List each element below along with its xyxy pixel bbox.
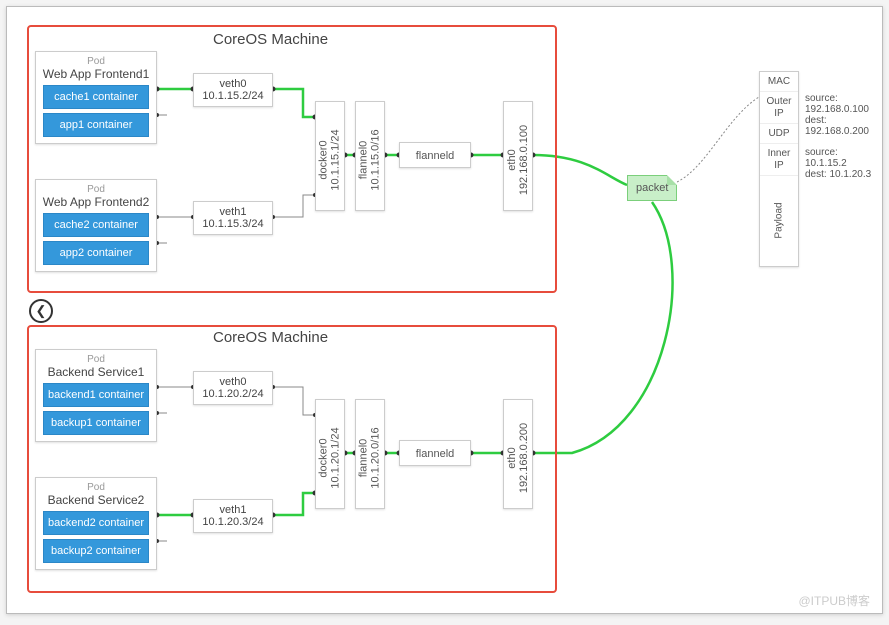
if-name: veth1 <box>194 206 272 218</box>
if-ip: 192.168.0.200 <box>518 423 530 493</box>
machine-2-title: CoreOS Machine <box>213 329 328 346</box>
flanneld-m1: flanneld <box>399 142 471 168</box>
if-ip: 10.1.20.0/16 <box>370 427 382 488</box>
if-ip: 10.1.15.3/24 <box>194 218 272 230</box>
stack-inner-ip: Inner IP <box>760 144 798 176</box>
veth0-m1: veth0 10.1.15.2/24 <box>193 73 273 107</box>
docker0-m2: docker010.1.20.1/24 <box>315 399 345 509</box>
if-name: docker0 <box>318 140 330 179</box>
if-ip: 10.1.15.2/24 <box>194 90 272 102</box>
anno-outer: source: 192.168.0.100 dest: 192.168.0.20… <box>805 93 882 137</box>
veth1-m2: veth1 10.1.20.3/24 <box>193 499 273 533</box>
container-app2: app2 container <box>43 241 149 265</box>
container-backup1: backup1 container <box>43 411 149 435</box>
container-backend2: backend2 container <box>43 511 149 535</box>
if-name: veth0 <box>194 78 272 90</box>
docker0-m1: docker010.1.15.1/24 <box>315 101 345 211</box>
eth0-m2: eth0192.168.0.200 <box>503 399 533 509</box>
packet-stack: MAC Outer IP UDP Inner IP Payload <box>759 71 799 267</box>
flannel0-m2: flannel010.1.20.0/16 <box>355 399 385 509</box>
if-name: flannel0 <box>358 141 370 180</box>
if-ip: 10.1.15.1/24 <box>330 129 342 190</box>
pod-backend1: Pod Backend Service1 backend1 container … <box>35 349 157 442</box>
container-cache1: cache1 container <box>43 85 149 109</box>
machine-1-title: CoreOS Machine <box>213 31 328 48</box>
flanneld-m2: flanneld <box>399 440 471 466</box>
stack-outer-ip: Outer IP <box>760 92 798 124</box>
if-ip: 10.1.20.1/24 <box>330 427 342 488</box>
if-name: flannel0 <box>358 439 370 478</box>
pod-label: Pod <box>42 56 150 67</box>
stack-mac: MAC <box>760 72 798 92</box>
flannel0-m1: flannel010.1.15.0/16 <box>355 101 385 211</box>
pod-name: Backend Service2 <box>42 493 150 507</box>
if-name: eth0 <box>506 447 518 468</box>
eth0-m1: eth0192.168.0.100 <box>503 101 533 211</box>
fold-icon <box>667 175 677 185</box>
if-name: veth1 <box>194 504 272 516</box>
packet: packet <box>627 175 677 201</box>
anno-src-inner: source: 10.1.15.2 <box>805 147 882 169</box>
if-ip: 10.1.20.2/24 <box>194 388 272 400</box>
flanneld-label: flanneld <box>416 150 455 162</box>
chevron-left-icon: ❮ <box>36 303 47 319</box>
veth1-m1: veth1 10.1.15.3/24 <box>193 201 273 235</box>
diagram-canvas: CoreOS Machine Pod Web App Frontend1 cac… <box>6 6 883 614</box>
pod-label: Pod <box>42 354 150 365</box>
anno-inner: source: 10.1.15.2 dest: 10.1.20.3 <box>805 147 882 180</box>
if-name: veth0 <box>194 376 272 388</box>
if-name: docker0 <box>318 438 330 477</box>
pod-name: Web App Frontend2 <box>42 195 150 209</box>
container-backup2: backup2 container <box>43 539 149 563</box>
anno-dst-inner: dest: 10.1.20.3 <box>805 169 882 180</box>
pod-name: Backend Service1 <box>42 365 150 379</box>
stack-udp: UDP <box>760 124 798 144</box>
pod-label: Pod <box>42 184 150 195</box>
container-cache2: cache2 container <box>43 213 149 237</box>
if-ip: 10.1.20.3/24 <box>194 516 272 528</box>
if-name: eth0 <box>506 149 518 170</box>
flanneld-label: flanneld <box>416 448 455 460</box>
anno-src-outer: source: 192.168.0.100 <box>805 93 882 115</box>
pod-name: Web App Frontend1 <box>42 67 150 81</box>
pod-web2: Pod Web App Frontend2 cache2 container a… <box>35 179 157 272</box>
anno-dst-outer: dest: 192.168.0.200 <box>805 115 882 137</box>
if-ip: 192.168.0.100 <box>518 125 530 195</box>
back-button[interactable]: ❮ <box>29 299 53 323</box>
pod-label: Pod <box>42 482 150 493</box>
watermark: @ITPUB博客 <box>798 592 870 609</box>
container-backend1: backend1 container <box>43 383 149 407</box>
if-ip: 10.1.15.0/16 <box>370 129 382 190</box>
payload-label: Payload <box>774 202 785 238</box>
container-app1: app1 container <box>43 113 149 137</box>
packet-label: packet <box>636 182 668 194</box>
stack-payload: Payload <box>760 176 798 266</box>
pod-backend2: Pod Backend Service2 backend2 container … <box>35 477 157 570</box>
pod-web1: Pod Web App Frontend1 cache1 container a… <box>35 51 157 144</box>
veth0-m2: veth0 10.1.20.2/24 <box>193 371 273 405</box>
